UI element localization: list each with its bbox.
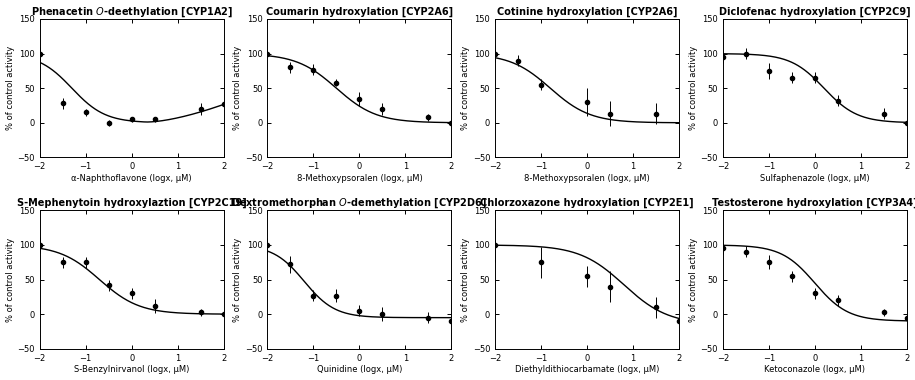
X-axis label: Quinidine (logx, μM): Quinidine (logx, μM) (317, 366, 402, 374)
Title: Dextromethorphan $\mathit{O}$-demethylation [CYP2D6]: Dextromethorphan $\mathit{O}$-demethylat… (231, 197, 488, 211)
Title: Cotinine hydroxylation [CYP2A6]: Cotinine hydroxylation [CYP2A6] (497, 7, 677, 17)
Y-axis label: % of control activity: % of control activity (5, 238, 15, 322)
Y-axis label: % of control activity: % of control activity (461, 238, 470, 322)
X-axis label: Ketoconazole (logx, μM): Ketoconazole (logx, μM) (764, 366, 866, 374)
Y-axis label: % of control activity: % of control activity (5, 46, 15, 130)
X-axis label: 8-Methoxypsoralen (logx, μM): 8-Methoxypsoralen (logx, μM) (296, 174, 423, 183)
Title: S-Mephenytoin hydroxylaztion [CYP2C19]: S-Mephenytoin hydroxylaztion [CYP2C19] (16, 198, 246, 209)
X-axis label: S-Benzylnirvanol (logx, μM): S-Benzylnirvanol (logx, μM) (74, 366, 189, 374)
Y-axis label: % of control activity: % of control activity (461, 46, 470, 130)
X-axis label: Diethyldithiocarbamate (logx, μM): Diethyldithiocarbamate (logx, μM) (515, 366, 660, 374)
X-axis label: α-Naphthoflavone (logx, μM): α-Naphthoflavone (logx, μM) (71, 174, 192, 183)
Title: Phenacetin $\mathit{O}$-deethylation [CYP1A2]: Phenacetin $\mathit{O}$-deethylation [CY… (30, 6, 233, 19)
Y-axis label: % of control activity: % of control activity (233, 238, 242, 322)
Y-axis label: % of control activity: % of control activity (689, 238, 697, 322)
X-axis label: Sulfaphenazole (logx, μM): Sulfaphenazole (logx, μM) (760, 174, 869, 183)
X-axis label: 8-Methoxypsoralen (logx, μM): 8-Methoxypsoralen (logx, μM) (524, 174, 650, 183)
Title: Diclofenac hydroxylation [CYP2C9]: Diclofenac hydroxylation [CYP2C9] (719, 7, 910, 17)
Title: Testosterone hydroxylation [CYP3A4]: Testosterone hydroxylation [CYP3A4] (712, 198, 915, 209)
Y-axis label: % of control activity: % of control activity (689, 46, 697, 130)
Title: Coumarin hydroxylation [CYP2A6]: Coumarin hydroxylation [CYP2A6] (266, 7, 453, 17)
Y-axis label: % of control activity: % of control activity (233, 46, 242, 130)
Title: Chlorzoxazone hydroxylation [CYP2E1]: Chlorzoxazone hydroxylation [CYP2E1] (480, 198, 694, 209)
